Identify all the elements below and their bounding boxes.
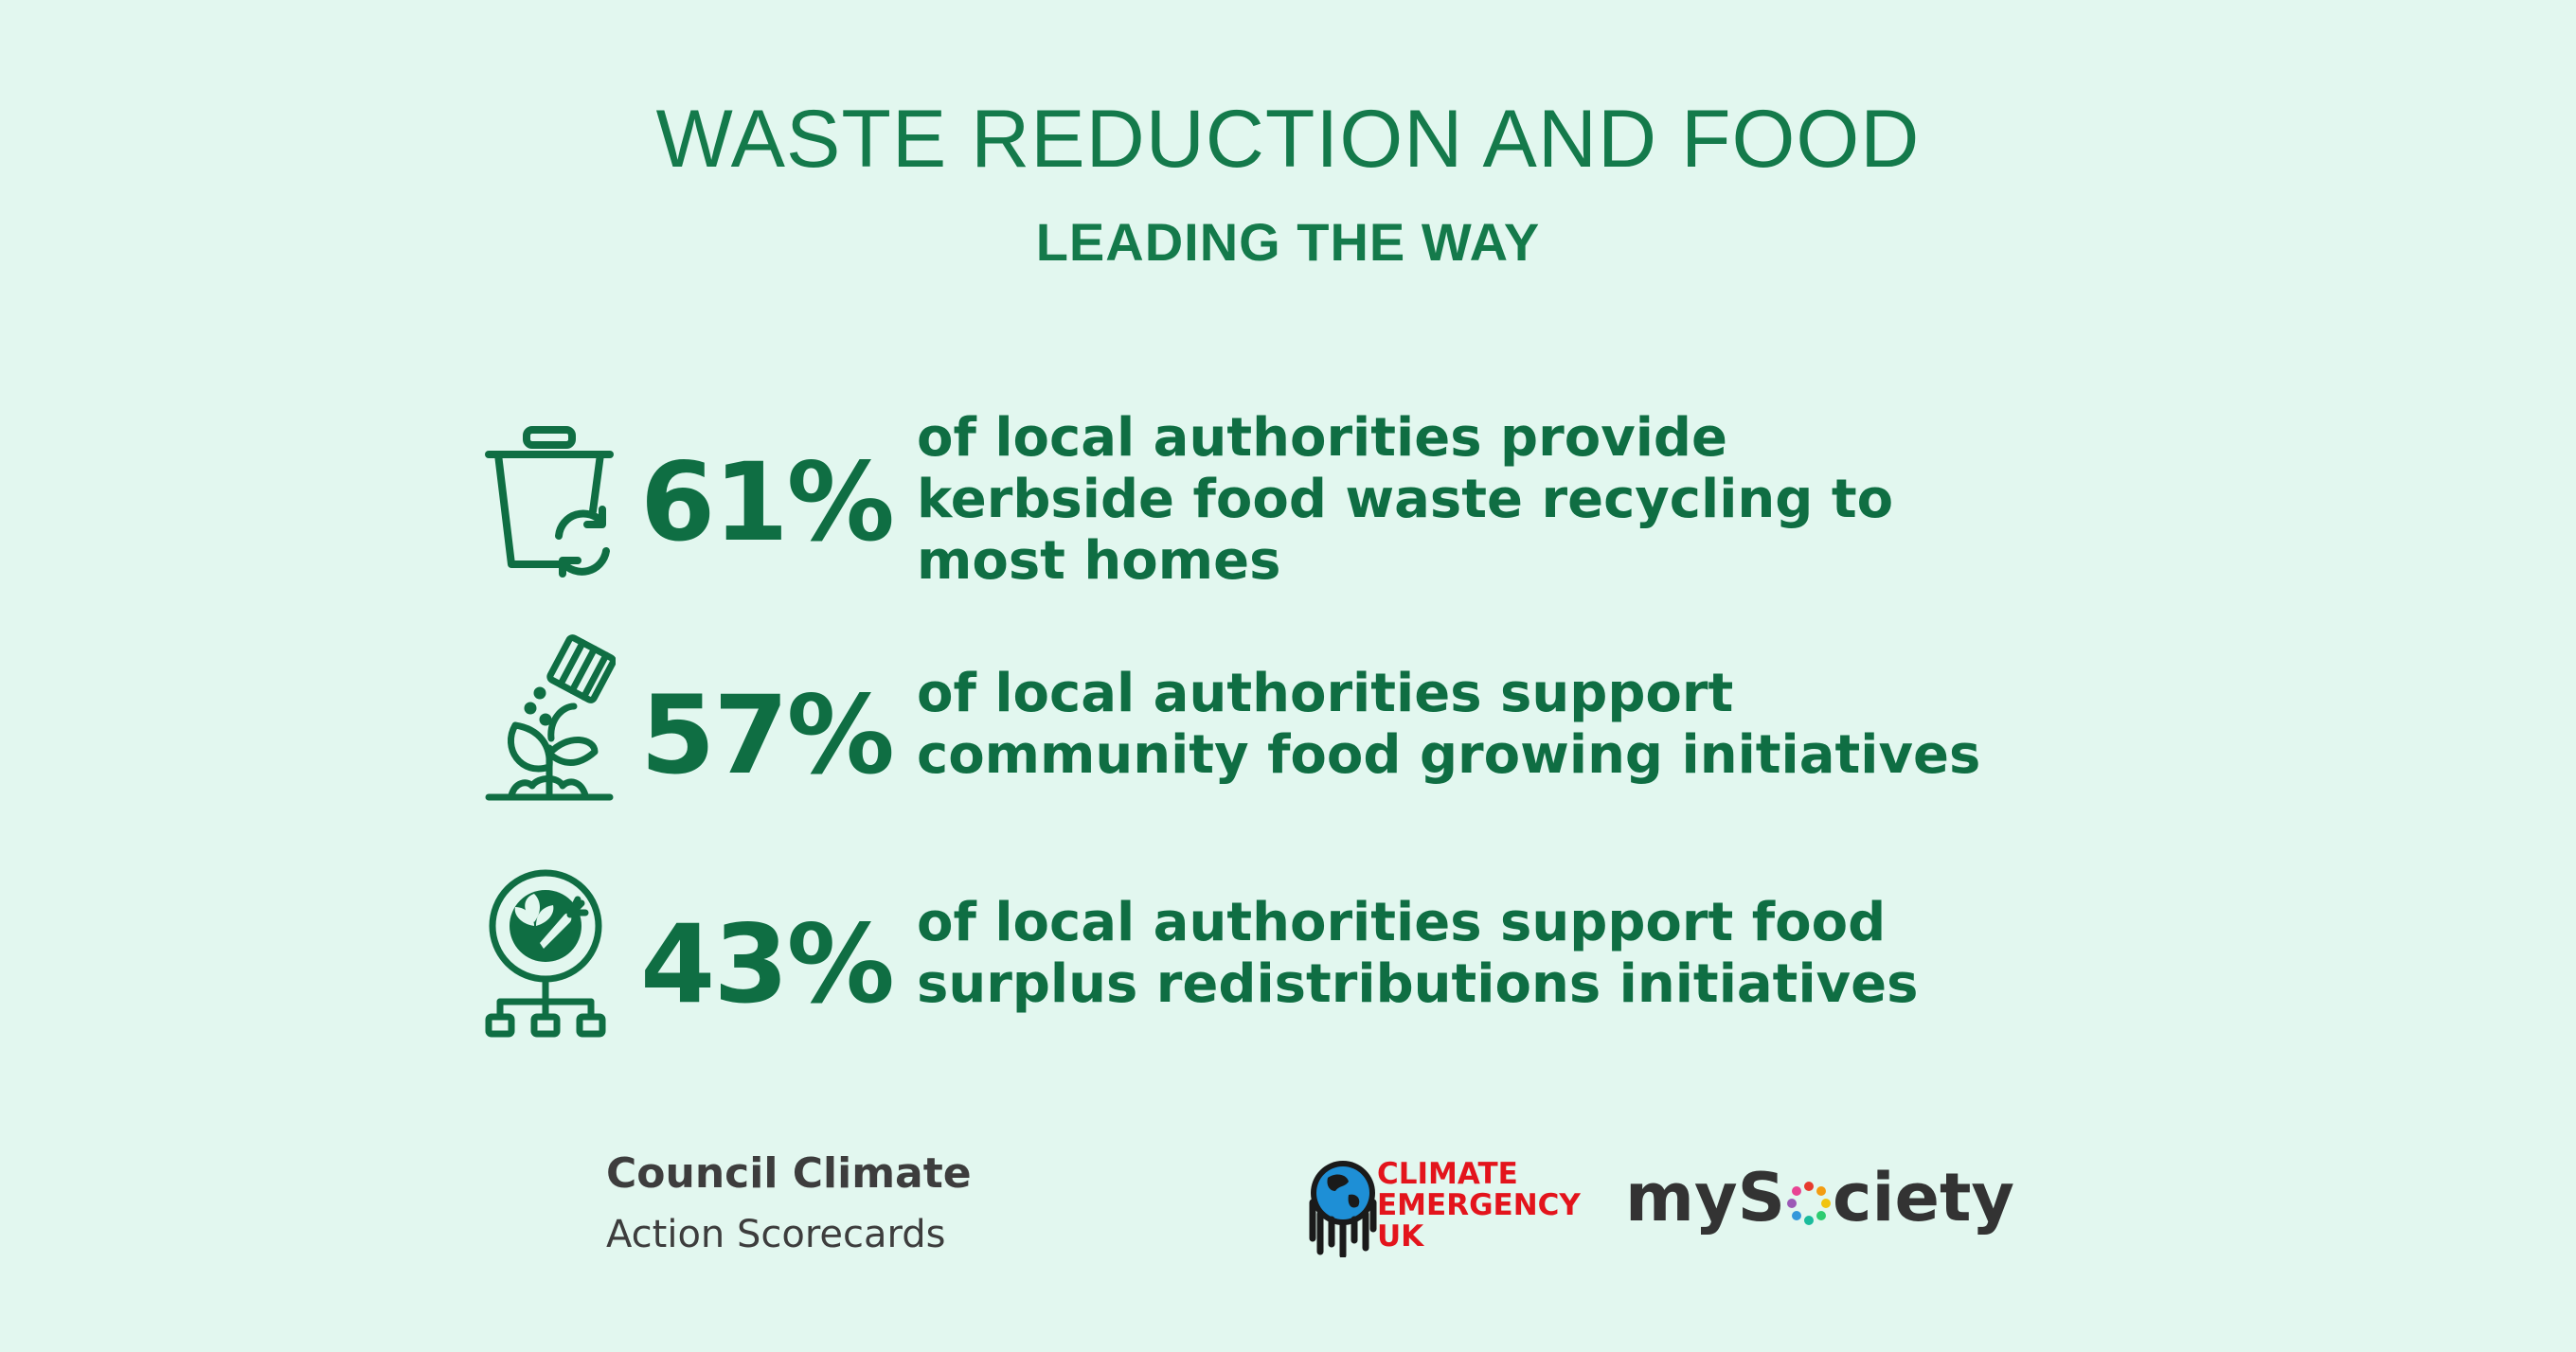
stat-line: kerbside food waste recycling to (917, 469, 1894, 530)
climate-emergency-globe-icon (1307, 1153, 1379, 1261)
page-title: WASTE REDUCTION AND FOOD (655, 94, 1921, 185)
stat-line: surplus redistributions initiatives (917, 953, 1919, 1015)
stat-line: community food growing initiatives (917, 724, 1981, 786)
stat-percent: 57% (640, 672, 895, 798)
food-waste-bin-recycle-icon (483, 417, 616, 581)
watering-plants-icon (483, 634, 617, 818)
page-subtitle: LEADING THE WAY (1035, 212, 1541, 272)
stat-line: most homes (917, 530, 1281, 592)
council-climate-brand: Council Climate (606, 1149, 972, 1198)
stat-line: of local authorities support food (917, 892, 1887, 953)
mysociety-suffix: ciety (1832, 1159, 2015, 1236)
stat-description: of local authorities provide kerbside fo… (917, 407, 1893, 592)
ceuk-line: UK (1377, 1219, 1424, 1254)
food-distribution-network-icon (483, 869, 616, 1049)
stat-line: of local authorities provide (917, 407, 1727, 469)
stat-description: of local authorities support community f… (917, 663, 1980, 786)
ceuk-line: CLIMATE (1377, 1157, 1518, 1191)
action-scorecards-brand: Action Scorecards (606, 1213, 946, 1256)
colorful-dots-o-icon (1786, 1169, 1831, 1236)
climate-emergency-uk-logo: CLIMATE EMERGENCY UK (1377, 1159, 1581, 1253)
ceuk-line: EMERGENCY (1377, 1188, 1581, 1222)
stat-percent: 43% (640, 901, 895, 1027)
stat-description: of local authorities support food surplu… (917, 892, 1918, 1015)
stat-line: of local authorities support (917, 663, 1734, 724)
mysociety-prefix: myS (1625, 1159, 1785, 1236)
mysociety-logo: myS ciety (1625, 1165, 2014, 1236)
stat-percent: 61% (640, 439, 895, 565)
